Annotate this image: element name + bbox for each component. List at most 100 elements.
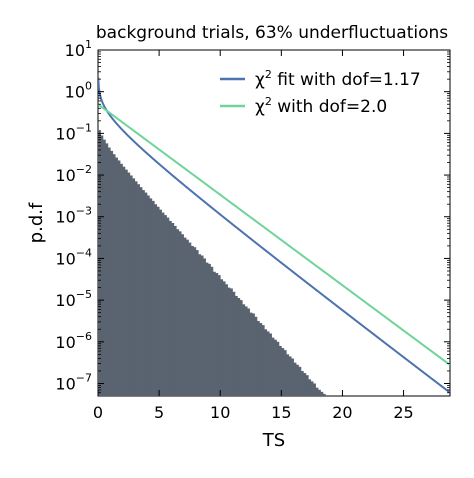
- histogram-bar: [164, 215, 167, 396]
- histogram-bar: [127, 172, 131, 396]
- histogram-bar: [293, 362, 297, 396]
- histogram-bar: [193, 247, 197, 396]
- histogram-bar: [291, 358, 294, 396]
- histogram-bar: [271, 337, 275, 396]
- histogram-bar: [315, 387, 319, 396]
- y-tick-label: 10−5: [55, 288, 92, 310]
- histogram-bar: [254, 316, 258, 396]
- histogram-bar: [168, 220, 172, 396]
- histogram-bar: [105, 143, 109, 396]
- histogram-bar: [117, 160, 121, 396]
- histogram-bar: [232, 291, 236, 396]
- histogram-bar: [98, 130, 101, 396]
- line-dof-2: [98, 103, 450, 366]
- y-tick-label: 10−7: [55, 371, 92, 393]
- histogram-bar: [230, 288, 233, 396]
- histogram-bar: [217, 275, 221, 396]
- histogram: [98, 130, 326, 396]
- histogram-bar: [225, 284, 228, 396]
- histogram-bar: [107, 147, 111, 396]
- histogram-bar: [190, 245, 194, 396]
- histogram-bar: [154, 204, 158, 396]
- histogram-bar: [212, 271, 216, 396]
- histogram-bar: [320, 391, 324, 396]
- fit-line-dof-1-17: [98, 77, 450, 394]
- chart-title: background trials, 63% underfluctuations: [96, 23, 448, 43]
- histogram-bar: [239, 300, 243, 396]
- histogram-bar: [310, 381, 314, 396]
- histogram-bar: [166, 217, 170, 396]
- histogram-bar: [227, 287, 231, 396]
- x-tick-label: 15: [271, 403, 291, 422]
- y-axis: 101 100 10−1 10−2 10−3 10−4 10−5 10−6 10−7: [55, 38, 450, 393]
- y-tick-label: 101: [65, 38, 92, 60]
- histogram-bar: [303, 373, 307, 396]
- histogram-bar: [129, 175, 133, 396]
- y-tick-label: 10−6: [55, 330, 92, 352]
- histogram-bar: [278, 345, 282, 396]
- histogram-bar: [122, 166, 126, 396]
- histogram-bar: [178, 231, 182, 396]
- histogram-bar: [110, 150, 114, 396]
- histogram-bar: [115, 157, 118, 396]
- x-tick-label: 0: [93, 403, 103, 422]
- legend: χ2 fit with dof=1.17 χ2 with dof=2.0: [220, 68, 421, 117]
- histogram-bar: [288, 356, 292, 396]
- histogram-bar: [188, 242, 192, 396]
- histogram-bar: [215, 273, 219, 396]
- histogram-bar: [161, 212, 165, 396]
- x-axis: 0 5 10 15 20 25: [93, 50, 414, 422]
- histogram-bar: [151, 200, 155, 396]
- plot-area: [97, 49, 451, 397]
- histogram-bar: [276, 341, 280, 396]
- histogram-bar: [305, 375, 309, 396]
- histogram-bar: [156, 206, 160, 396]
- histogram-bar: [210, 266, 214, 396]
- histogram-bar: [183, 237, 187, 396]
- x-axis-label: TS: [262, 430, 285, 451]
- histogram-bar: [203, 258, 206, 396]
- histogram-bar: [220, 279, 224, 396]
- histogram-bar: [261, 325, 265, 396]
- x-tick-label: 5: [154, 403, 164, 422]
- histogram-bar: [242, 304, 246, 396]
- histogram-bar: [195, 250, 199, 396]
- histogram-bar: [298, 366, 302, 396]
- x-tick-label: 25: [393, 403, 413, 422]
- histogram-bar: [173, 225, 177, 396]
- histogram-bar: [249, 312, 253, 396]
- y-axis-label: p.d.f: [26, 202, 47, 243]
- y-tick-label: 10−3: [55, 205, 92, 227]
- y-tick-label: 100: [65, 80, 92, 102]
- y-tick-label: 10−4: [55, 246, 92, 268]
- x-tick-label: 10: [210, 403, 230, 422]
- x-tick-label: 20: [332, 403, 352, 422]
- legend-label-dof2: χ2 with dof=2.0: [255, 95, 387, 117]
- histogram-bar: [142, 190, 145, 396]
- histogram-bar: [244, 306, 248, 396]
- histogram-bar: [264, 329, 268, 396]
- histogram-bar: [286, 354, 290, 396]
- histogram-bar: [256, 320, 260, 396]
- histogram-bar: [313, 383, 316, 396]
- histogram-bar: [222, 281, 226, 396]
- histogram-bar: [186, 239, 189, 396]
- histogram-bar: [281, 348, 285, 396]
- histogram-bar: [146, 195, 150, 396]
- histogram-bar: [308, 379, 312, 396]
- histogram-bar: [234, 295, 238, 396]
- histogram-bar: [112, 154, 116, 396]
- histogram-bar: [134, 181, 138, 396]
- histogram-bar: [171, 223, 175, 396]
- histogram-bar: [137, 184, 140, 396]
- histogram-bar: [149, 198, 153, 396]
- histogram-bar: [269, 333, 272, 396]
- histogram-bar: [322, 393, 326, 396]
- histogram-bar: [259, 323, 263, 396]
- legend-label-fit: χ2 fit with dof=1.17: [255, 68, 421, 90]
- histogram-bar: [266, 331, 270, 396]
- histogram-bar: [198, 254, 202, 396]
- histogram-bar: [300, 370, 304, 396]
- histogram-bar: [102, 139, 106, 396]
